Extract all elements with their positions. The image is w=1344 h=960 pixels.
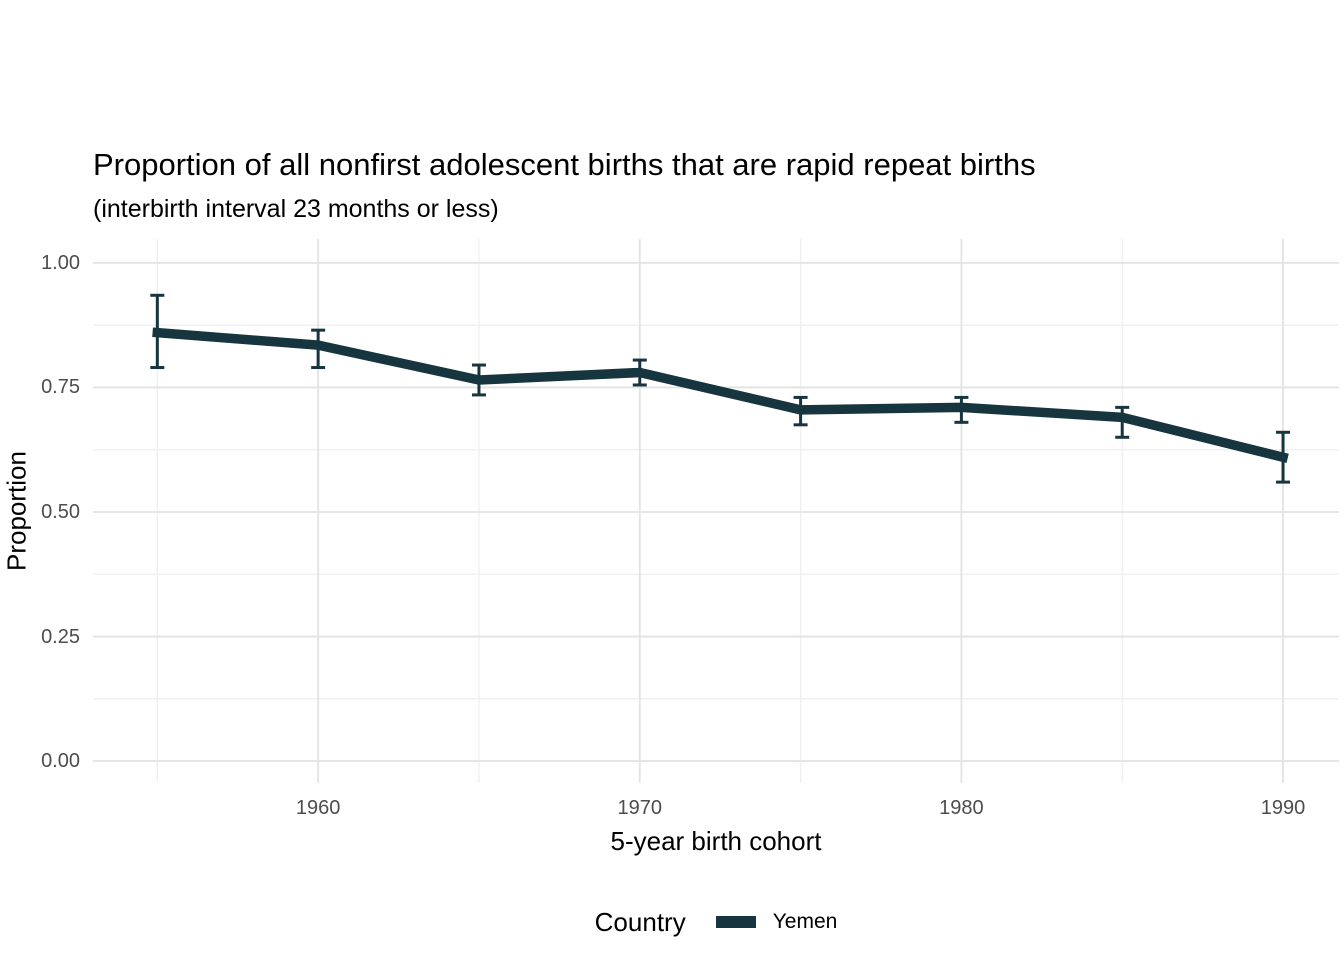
x-tick-label: 1980 — [939, 797, 984, 819]
legend-label-yemen: Yemen — [772, 910, 838, 933]
legend-key-line-yemen — [715, 916, 756, 928]
legend-title: Country — [594, 906, 686, 937]
x-axis-title: 5-year birth cohort — [610, 826, 822, 856]
x-tick-label: 1960 — [295, 797, 341, 819]
chart-subtitle: (interbirth interval 23 months or less) — [93, 195, 499, 223]
y-tick-label: 0.50 — [41, 500, 80, 523]
plot-panel — [93, 239, 1339, 783]
y-tick-label: 1.00 — [41, 251, 80, 274]
y-tick-label: 0.00 — [41, 750, 80, 773]
series-line-yemen — [152, 327, 1289, 463]
x-tick-label: 1970 — [617, 797, 663, 819]
y-tick-label: 0.75 — [41, 376, 80, 399]
plot-area — [93, 239, 1339, 783]
x-tick-label: 1990 — [1260, 797, 1306, 819]
y-tick-label: 0.25 — [41, 625, 80, 648]
chart-title: Proportion of all nonfirst adolescent bi… — [93, 147, 1036, 182]
legend: Country Yemen — [93, 900, 1339, 944]
